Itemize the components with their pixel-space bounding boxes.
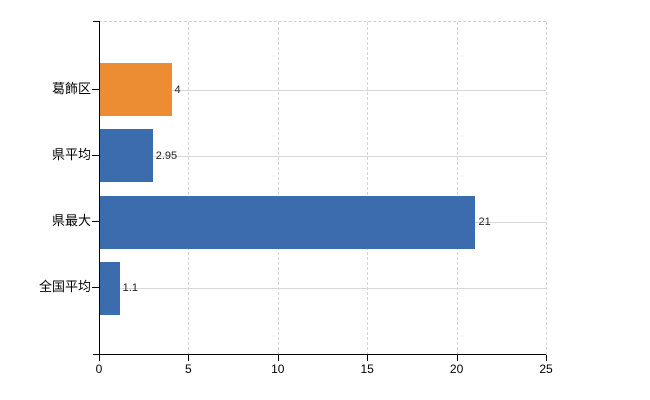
gridline-x-20 — [456, 22, 458, 355]
bar-0 — [100, 63, 172, 116]
bar-value-label: 2.95 — [155, 149, 178, 162]
x-axis-tick-label: 20 — [449, 362, 464, 376]
y-axis-tick-2 — [92, 221, 99, 223]
gridline-x-10 — [277, 22, 279, 355]
x-axis-tick-15 — [367, 355, 369, 361]
plot-area: 4 2.95 21 1.1 — [99, 21, 547, 355]
x-axis-line — [93, 354, 546, 355]
gridline-category-1 — [99, 155, 546, 157]
bar-1 — [100, 129, 153, 183]
gridline-category-0 — [99, 89, 546, 91]
gridline-x-15 — [367, 22, 369, 355]
y-axis-tick-1 — [92, 154, 99, 156]
category-label: 全国平均 — [38, 279, 91, 295]
y-axis-tick-0 — [92, 88, 99, 90]
bar-value-label: 21 — [478, 216, 491, 229]
y-axis-top-tick — [93, 21, 100, 22]
x-axis-tick-5 — [188, 355, 190, 361]
gridline-x-25 — [546, 22, 547, 355]
x-axis-tick-label: 15 — [360, 362, 374, 376]
x-axis-tick-label: 10 — [271, 362, 285, 376]
x-axis-tick-label: 5 — [185, 362, 192, 376]
x-axis-tick-10 — [277, 355, 279, 361]
category-label: 県平均 — [51, 146, 91, 162]
y-axis-tick-3 — [92, 287, 99, 289]
bar-value-label: 1.1 — [122, 282, 138, 295]
bar-2 — [100, 195, 476, 249]
category-label: 県最大 — [51, 213, 91, 229]
gridline-x-5 — [188, 22, 190, 355]
bar-value-label: 4 — [174, 83, 181, 96]
x-axis-tick-label: 0 — [95, 362, 103, 376]
x-axis-tick-25 — [546, 355, 547, 361]
x-axis-tick-20 — [456, 355, 458, 361]
y-axis-line — [99, 21, 100, 354]
gridline-category-3 — [99, 288, 546, 290]
x-axis-tick-label: 25 — [539, 362, 553, 376]
bar-3 — [100, 261, 120, 315]
category-label: 葛飾区 — [51, 80, 91, 96]
x-axis-tick-0 — [99, 355, 100, 361]
